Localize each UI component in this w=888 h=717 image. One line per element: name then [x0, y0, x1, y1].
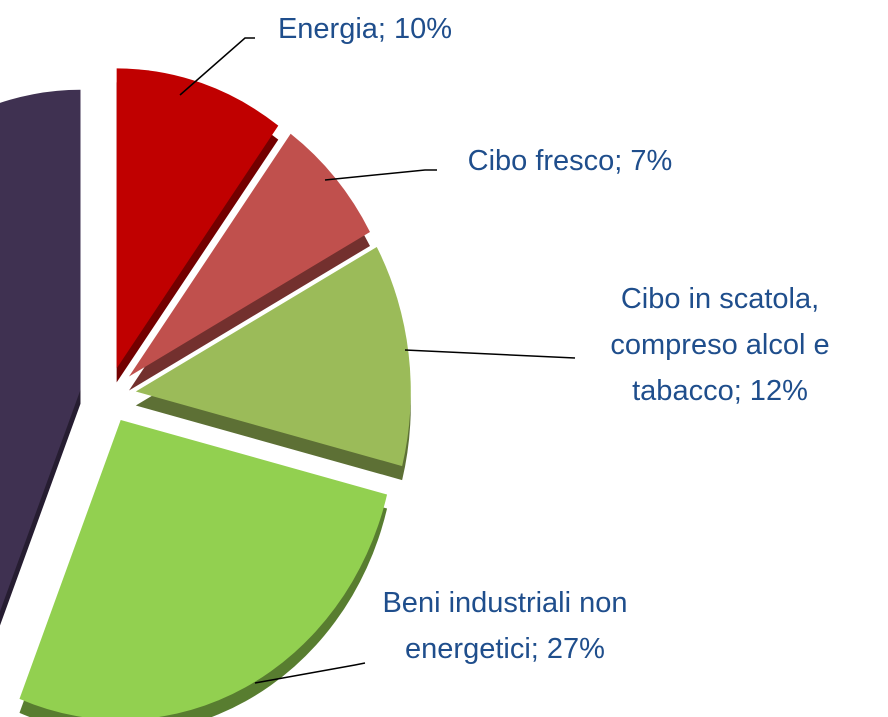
slice [19, 419, 388, 717]
slice [129, 133, 370, 377]
slice [0, 89, 81, 612]
leader-line [404, 349, 576, 359]
slice-label: Cibo fresco; 7% [467, 145, 673, 177]
slice-label: Energia; 10% [277, 13, 453, 45]
leader-line [254, 662, 366, 684]
slice [116, 68, 279, 369]
leader-line [179, 37, 255, 96]
slice-label: Cibo in scatola, compreso alcol e tabacc… [610, 283, 830, 407]
slice-label: Beni industriali non energetici; 27% [382, 587, 628, 665]
leader-line [324, 169, 437, 181]
slice [135, 246, 411, 467]
